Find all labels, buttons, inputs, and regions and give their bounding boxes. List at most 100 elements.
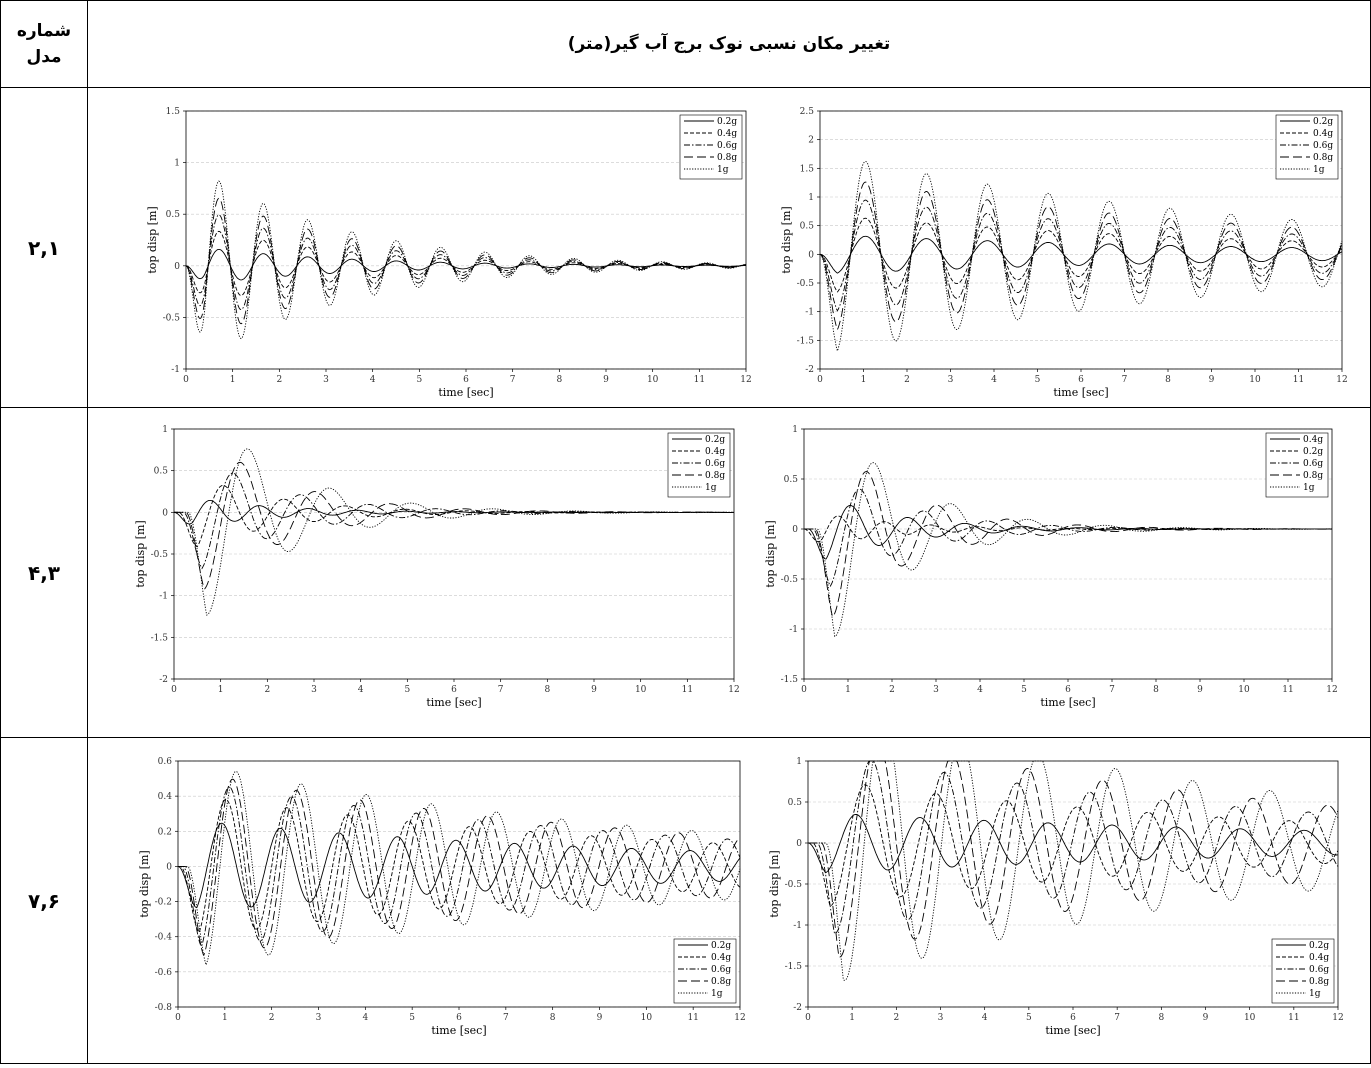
legend-entry: 0.2g <box>1313 117 1333 127</box>
x-tick-label: 3 <box>311 685 317 695</box>
model-header-line2: مدل <box>26 47 62 67</box>
legend-box <box>1265 432 1329 497</box>
legend-entry: 0.4g <box>1309 953 1329 963</box>
y-tick-label: 0 <box>166 862 172 872</box>
y-tick-label: -0.5 <box>151 550 169 560</box>
x-tick-label: 6 <box>456 1013 462 1023</box>
x-tick-label: 3 <box>938 1013 944 1023</box>
x-tick-label: 7 <box>510 375 516 385</box>
x-tick-label: 7 <box>1122 375 1128 385</box>
x-tick-label: 0 <box>805 1013 811 1023</box>
x-tick-label: 2 <box>893 1013 899 1023</box>
x-tick-label: 10 <box>647 375 659 385</box>
y-axis-label: top disp [m] <box>764 520 777 587</box>
legend: 0.2g 0.4g 0.6g 0.8g 1g <box>673 938 737 1003</box>
x-tick-label: 9 <box>1203 1013 1209 1023</box>
series-line-0.2g <box>807 813 1339 873</box>
y-tick-label: -0.5 <box>797 279 815 289</box>
x-tick-label: 6 <box>451 685 457 695</box>
model-header-line1: شماره <box>16 21 72 41</box>
y-tick-label: -2 <box>159 675 168 685</box>
x-tick-label: 10 <box>1249 375 1261 385</box>
legend-box <box>667 432 731 497</box>
legend-entry: 0.2g <box>1303 447 1323 457</box>
y-tick-label: -1 <box>793 921 802 931</box>
y-tick-label: -0.2 <box>155 897 172 907</box>
y-tick-label: -1 <box>789 625 798 635</box>
x-tick-label: 12 <box>1332 1013 1343 1023</box>
series-line-0.6g <box>819 199 1343 312</box>
y-tick-label: 0.5 <box>800 221 815 231</box>
y-axis-label: top disp [m] <box>134 520 147 587</box>
x-tick-label: 8 <box>1158 1013 1164 1023</box>
legend: 0.2g 0.4g 0.6g 0.8g 1g <box>1275 114 1339 179</box>
x-tick-label: 12 <box>740 375 751 385</box>
series-line-0.6g <box>804 488 1332 587</box>
legend: 0.2g 0.4g 0.6g 0.8g 1g <box>667 432 731 497</box>
legend-box <box>1271 938 1335 1003</box>
y-tick-label: -1.5 <box>797 336 815 346</box>
x-tick-label: 11 <box>682 685 693 695</box>
legend-entry: 0.8g <box>717 153 737 163</box>
y-tick-label: -0.5 <box>785 880 803 890</box>
y-tick-label: 0 <box>162 508 168 518</box>
series-line-0.8g <box>819 181 1343 331</box>
chart-row-3-svg: 0 1 2 3 4 5 6 7 8 9 10 11 12-0.8-0.6-0.4-0.200.20.40… <box>138 757 1344 1037</box>
chart-row-3: 0 1 2 3 4 5 6 7 8 9 10 11 12 -0.8 -0.6 -0.4 -0.2 0 0.2 0.4 0… <box>87 737 1371 1064</box>
y-tick-label: -1 <box>159 591 168 601</box>
legend-entry: 0.4g <box>717 129 737 139</box>
legend-entry: 0.2g <box>717 117 737 127</box>
y-axis-label: top disp [m] <box>780 206 793 273</box>
x-tick-label: 3 <box>323 375 329 385</box>
y-tick-label: 0 <box>808 250 814 260</box>
x-tick-label: 9 <box>591 685 597 695</box>
x-axis-label: time [sec] <box>1045 1024 1100 1037</box>
y-tick-label: 1.5 <box>800 164 815 174</box>
x-tick-label: 1 <box>845 685 851 695</box>
legend-entry: 0.6g <box>705 459 725 469</box>
x-tick-label: 1 <box>218 685 224 695</box>
chart-row-2: 0 1 2 3 4 5 6 7 8 9 10 11 12 -2 -1.5 -1 -0.5 0 0.5 1 time [s… <box>87 407 1371 738</box>
x-tick-label: 6 <box>1065 685 1071 695</box>
x-tick-label: 0 <box>801 685 807 695</box>
x-tick-label: 0 <box>171 685 177 695</box>
series-line-0.6g <box>185 213 747 310</box>
legend: 0.2g 0.4g 0.6g 0.8g 1g <box>679 114 743 179</box>
chart-c5: 0 1 2 3 4 5 6 7 8 9 10 11 12-0.8-0.6-0.4-0.200.20.40… <box>138 757 746 1037</box>
x-tick-label: 4 <box>362 1013 368 1023</box>
legend-entry: 0.6g <box>1313 141 1333 151</box>
legend-entry: 1g <box>1313 165 1325 175</box>
model-cell-2: ۴,۳ <box>0 407 88 738</box>
legend-entry: 0.8g <box>711 977 731 987</box>
y-tick-label: 0.2 <box>158 827 172 837</box>
series-line-1g <box>174 447 734 616</box>
y-tick-label: -2 <box>793 1003 802 1013</box>
x-tick-label: 1 <box>849 1013 855 1023</box>
x-axis-label: time [sec] <box>431 1024 486 1037</box>
legend-entry: 0.2g <box>1309 941 1329 951</box>
y-tick-label: -0.5 <box>163 313 181 323</box>
plot-frame <box>177 760 741 1007</box>
x-tick-label: 5 <box>404 685 410 695</box>
x-tick-label: 8 <box>556 375 562 385</box>
y-tick-label: 0.4 <box>158 792 173 802</box>
series-line-0.4g <box>819 217 1343 293</box>
legend: 0.2g 0.4g 0.6g 0.8g 1g <box>1271 938 1335 1003</box>
x-tick-label: 10 <box>1238 685 1250 695</box>
y-tick-label: -1 <box>171 365 180 375</box>
model-cell-3: ۷,۶ <box>0 737 88 1064</box>
x-tick-label: 0 <box>183 375 189 385</box>
x-tick-label: 9 <box>603 375 609 385</box>
series-line-0.2g <box>803 515 1332 542</box>
y-tick-label: 1 <box>792 425 798 435</box>
x-axis-label: time [sec] <box>426 696 481 709</box>
y-tick-label: 1 <box>808 193 814 203</box>
x-tick-label: 4 <box>977 685 983 695</box>
y-tick-label: -0.5 <box>781 575 799 585</box>
x-tick-label: 11 <box>1293 375 1304 385</box>
